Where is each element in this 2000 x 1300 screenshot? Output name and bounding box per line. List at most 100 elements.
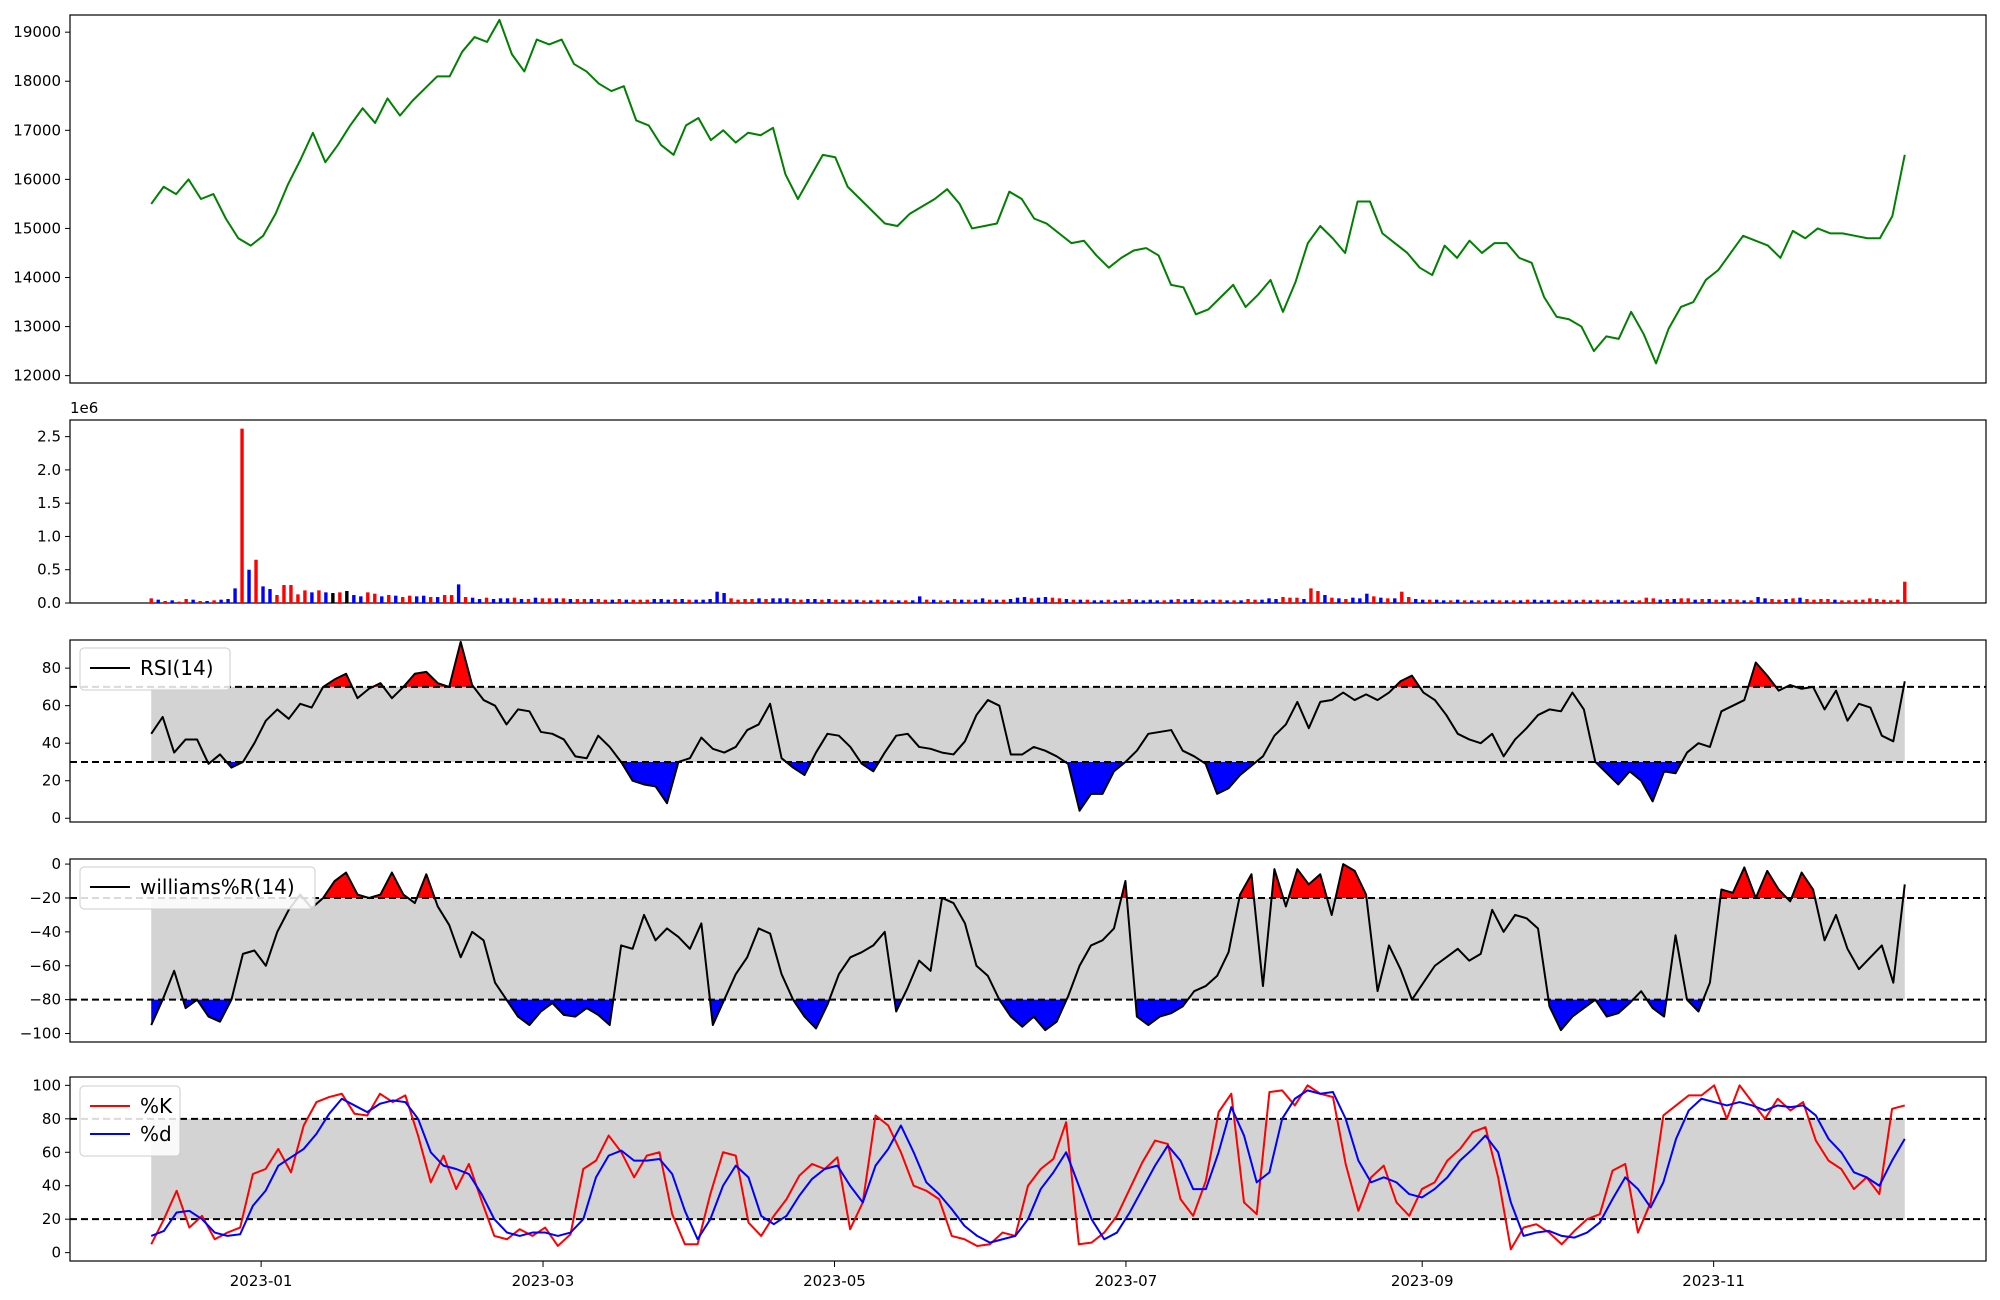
price-ytick-label: 12000 bbox=[13, 367, 61, 385]
volume-bar bbox=[1861, 599, 1865, 603]
volume-bar bbox=[1693, 599, 1697, 603]
volume-ytick-label: 2.0 bbox=[37, 461, 61, 479]
stochastic-legend bbox=[79, 1085, 181, 1157]
volume-bar bbox=[1679, 598, 1683, 603]
volume-bar bbox=[1854, 599, 1858, 603]
volume-bar bbox=[512, 597, 517, 603]
volume-bar bbox=[1099, 600, 1104, 603]
volume-bar bbox=[1511, 600, 1516, 603]
volume-bar bbox=[170, 600, 174, 603]
volume-bar bbox=[1253, 599, 1257, 603]
volume-bar bbox=[1546, 599, 1551, 603]
volume-bar bbox=[1372, 596, 1376, 603]
volume-bar bbox=[890, 600, 894, 603]
volume-bar bbox=[366, 592, 370, 603]
volume-bar bbox=[610, 599, 615, 603]
volume-bar bbox=[925, 599, 929, 603]
williams-overbought-fill bbox=[368, 872, 408, 898]
volume-bar bbox=[848, 599, 852, 603]
volume-bar bbox=[456, 584, 461, 603]
volume-bar bbox=[1092, 600, 1097, 603]
volume-bar bbox=[296, 594, 300, 603]
volume-bar bbox=[547, 598, 552, 603]
volume-bar bbox=[1169, 599, 1173, 603]
volume-bar bbox=[421, 595, 426, 603]
volume-bar bbox=[673, 599, 677, 603]
volume-bar bbox=[1225, 600, 1229, 603]
williams-line bbox=[150, 863, 1906, 1032]
stochastic-d-line bbox=[150, 1089, 1906, 1244]
volume-bar bbox=[1798, 597, 1802, 603]
volume-bar bbox=[505, 598, 510, 603]
volume-bar bbox=[1295, 597, 1299, 603]
rsi-oversold-fill bbox=[1202, 761, 1257, 794]
volume-bar bbox=[156, 599, 160, 603]
price-ytick-label: 15000 bbox=[13, 219, 61, 237]
volume-bar bbox=[1819, 599, 1823, 603]
volume-bar bbox=[282, 585, 286, 603]
volume-bar bbox=[1847, 600, 1851, 603]
volume-bar bbox=[631, 599, 635, 603]
volume-bar bbox=[268, 589, 272, 603]
volume-bar bbox=[1714, 599, 1718, 603]
volume-bar bbox=[701, 599, 705, 603]
volume-bar bbox=[1441, 600, 1446, 603]
volume-bar bbox=[380, 596, 384, 603]
volume-bar bbox=[1476, 600, 1481, 603]
volume-bar bbox=[373, 593, 377, 603]
volume-bar bbox=[289, 585, 293, 603]
volume-bar bbox=[806, 599, 810, 603]
x-tick-label: 2023-01 bbox=[230, 1272, 293, 1290]
volume-bar bbox=[1616, 599, 1621, 603]
volume-bar bbox=[931, 599, 936, 603]
volume-bar bbox=[1183, 599, 1187, 603]
volume-bar bbox=[1602, 600, 1607, 603]
volume-ytick-label: 2.5 bbox=[37, 428, 61, 446]
volume-bar bbox=[1120, 599, 1125, 603]
volume-bar bbox=[1707, 599, 1711, 603]
price-ytick-label: 17000 bbox=[13, 121, 61, 139]
volume-bar bbox=[994, 599, 999, 603]
volume-bar bbox=[561, 598, 566, 603]
volume-bar bbox=[401, 597, 405, 603]
williams-legend-label: williams%R(14) bbox=[140, 875, 295, 899]
volume-bar bbox=[198, 601, 202, 603]
volume-bar bbox=[1623, 600, 1628, 603]
volume-bar bbox=[1805, 599, 1809, 603]
stochastic-k-line bbox=[150, 1084, 1906, 1251]
volume-bar bbox=[1078, 599, 1083, 603]
rsi-overbought-fill bbox=[1748, 662, 1776, 687]
volume-bar bbox=[973, 599, 978, 603]
volume-bar bbox=[918, 596, 922, 603]
volume-bar bbox=[1581, 599, 1586, 603]
volume-bar bbox=[813, 599, 817, 603]
volume-bar bbox=[1435, 599, 1439, 603]
rsi-ytick-label: 60 bbox=[42, 697, 61, 715]
volume-bar bbox=[792, 599, 796, 603]
williams-oversold-fill bbox=[999, 999, 1067, 1031]
rsi-overbought-fill bbox=[323, 673, 353, 687]
volume-bar bbox=[1386, 598, 1390, 603]
volume-bar bbox=[687, 599, 691, 603]
volume-bar bbox=[862, 600, 866, 603]
stochastic-frame bbox=[69, 1076, 1987, 1262]
volume-frame bbox=[69, 419, 1987, 604]
volume-bar bbox=[415, 596, 419, 603]
williams-overbought-fill bbox=[1239, 874, 1254, 898]
volume-bar bbox=[1665, 599, 1669, 603]
volume-bar bbox=[694, 599, 698, 603]
volume-bar bbox=[1309, 588, 1313, 603]
williams-oversold-fill bbox=[793, 999, 830, 1029]
price-ytick-label: 14000 bbox=[13, 269, 61, 287]
volume-bar bbox=[1686, 598, 1690, 603]
volume-bar bbox=[834, 599, 838, 603]
williams-oversold-fill bbox=[1135, 999, 1188, 1026]
volume-bar bbox=[1532, 599, 1537, 603]
volume-bar bbox=[1518, 600, 1523, 603]
volume-bar bbox=[310, 592, 314, 603]
volume-bar bbox=[1358, 598, 1362, 603]
volume-bar bbox=[1323, 595, 1327, 603]
volume-bar bbox=[1036, 597, 1041, 603]
volume-bar bbox=[575, 599, 580, 603]
